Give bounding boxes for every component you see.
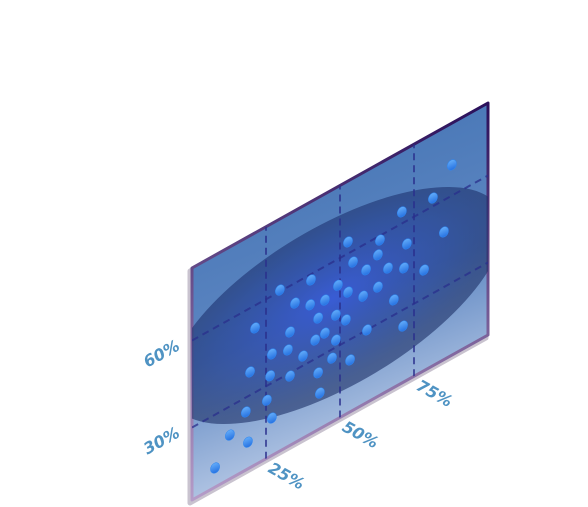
point <box>267 348 277 360</box>
x-tick-label: 75% <box>413 376 456 411</box>
point <box>320 327 330 339</box>
point <box>447 159 457 171</box>
point <box>241 406 251 418</box>
point <box>402 238 412 250</box>
point <box>267 412 277 424</box>
point <box>331 334 341 346</box>
point <box>375 234 385 246</box>
point <box>343 236 353 248</box>
point <box>243 436 253 448</box>
point <box>348 256 358 268</box>
density-area <box>192 186 488 425</box>
point <box>210 462 220 474</box>
point <box>331 309 341 321</box>
x-tick-label: 25% <box>265 458 308 493</box>
point <box>250 322 260 334</box>
point <box>373 281 383 293</box>
point <box>313 312 323 324</box>
point <box>399 262 409 274</box>
point <box>320 294 330 306</box>
point <box>428 192 438 204</box>
point <box>290 297 300 309</box>
point <box>305 299 315 311</box>
point <box>327 352 337 364</box>
point <box>343 286 353 298</box>
point <box>361 264 371 276</box>
x-tick-label: 50% <box>339 417 382 452</box>
point <box>298 350 308 362</box>
point <box>358 290 368 302</box>
point <box>285 326 295 338</box>
point <box>341 314 351 326</box>
grid-line <box>192 261 488 429</box>
grid-line <box>192 174 488 342</box>
point <box>397 206 407 218</box>
point <box>383 262 393 274</box>
plot-area <box>192 144 488 474</box>
point <box>333 279 343 291</box>
point <box>398 320 408 332</box>
point <box>389 294 399 306</box>
point <box>285 370 295 382</box>
point <box>306 274 316 286</box>
point <box>419 264 429 276</box>
point <box>310 334 320 346</box>
point <box>362 324 372 336</box>
point <box>313 367 323 379</box>
point <box>373 249 383 261</box>
y-tick-label: 30% <box>140 423 183 458</box>
point <box>439 226 449 238</box>
plot-panel <box>187 101 490 506</box>
point <box>283 344 293 356</box>
point <box>345 354 355 366</box>
point <box>262 394 272 406</box>
point <box>315 387 325 399</box>
point <box>245 366 255 378</box>
point <box>265 370 275 382</box>
point <box>275 284 285 296</box>
point <box>225 429 235 441</box>
y-tick-label: 60% <box>140 336 183 371</box>
